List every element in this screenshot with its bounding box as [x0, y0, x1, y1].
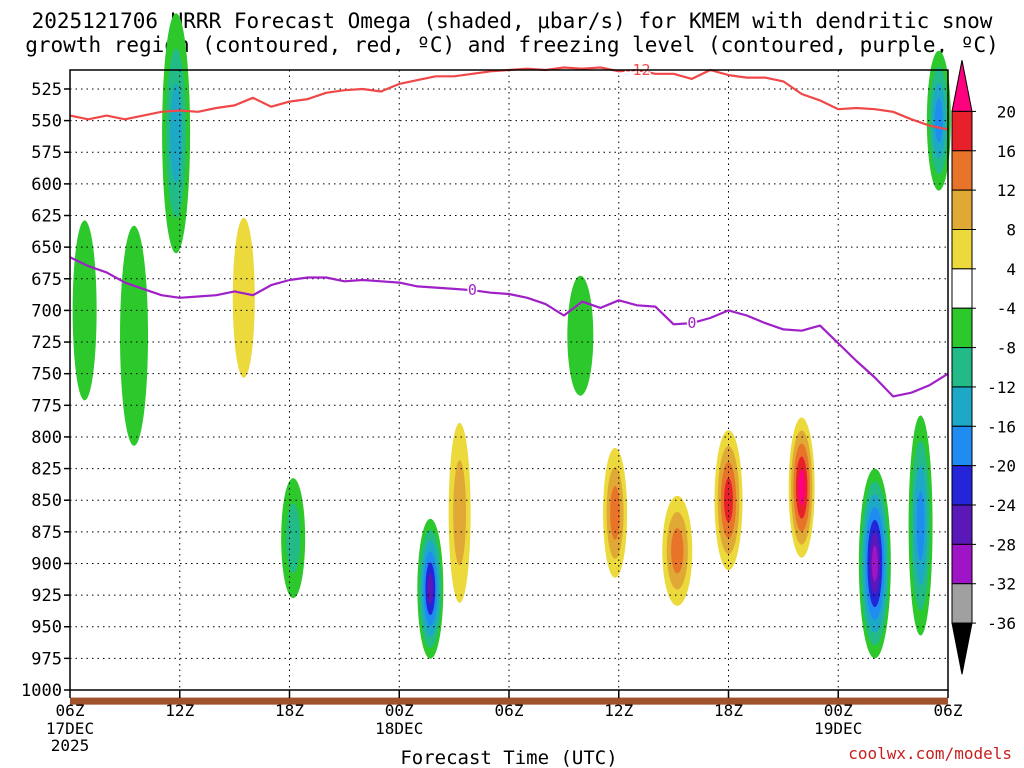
x-axis-title: Forecast Time (UTC) — [400, 747, 617, 768]
y-tick-label-7: 700 — [31, 301, 62, 321]
colorbar-label-1: 16 — [997, 142, 1016, 161]
colorbar-swatch-1 — [951, 110, 973, 152]
omega-region-0-level-0 — [72, 220, 97, 401]
colorbar-label-4: 4 — [1006, 260, 1016, 279]
x-tick-label-6: 18Z — [714, 701, 743, 720]
omega-region-5-level-5 — [427, 573, 434, 605]
axes: 525 550 575 600 625 650 675 700 725 750 775 800 825 8… — [21, 69, 963, 768]
colorbar: 20 16 12 8 4 -4 -8 -12 -16 -20 -24 -28 -32 -36 — [951, 60, 1016, 675]
x-tick-label-3: 00Z — [385, 701, 414, 720]
x-tick-sublabel-7-0: 19DEC — [814, 719, 862, 738]
y-tick-label-6: 675 — [31, 270, 62, 290]
x-tick-label-5: 12Z — [604, 701, 633, 720]
terrain-bar — [70, 697, 948, 705]
omega-region-3-level-0 — [232, 217, 255, 378]
omega-region-12-level-6 — [871, 545, 878, 582]
y-tick-label-14: 875 — [31, 523, 62, 543]
x-tick-label-7: 00Z — [824, 701, 853, 720]
x-tick-sublabel-0-1: 2025 — [51, 736, 90, 755]
site-credit: coolwx.com/models — [848, 744, 1012, 763]
colorbar-swatch-10 — [951, 465, 973, 506]
omega-region-7-level-0 — [567, 275, 594, 396]
colorbar-label-13: -36 — [987, 614, 1016, 633]
omega-region-1-level-0 — [120, 225, 149, 446]
colorbar-swatch-2 — [951, 150, 973, 191]
x-tick-sublabel-0-0: 17DEC — [46, 719, 94, 738]
chart-title-line-1: 2025121706 HRRR Forecast Omega (shaded, … — [31, 9, 993, 33]
y-tick-label-12: 825 — [31, 460, 62, 480]
freezing-level-label-1: 0 — [468, 281, 477, 299]
x-tick-label-1: 12Z — [165, 701, 194, 720]
colorbar-top-arrow — [951, 60, 973, 112]
y-tick-label-2: 575 — [31, 143, 62, 163]
colorbar-label-3: 8 — [1006, 221, 1016, 240]
x-tick-label-2: 18Z — [275, 701, 304, 720]
omega-region-2-level-2 — [170, 83, 182, 183]
colorbar-swatch-5 — [951, 268, 973, 309]
colorbar-label-11: -28 — [987, 535, 1016, 554]
y-tick-label-13: 850 — [31, 491, 62, 511]
colorbar-label-6: -8 — [997, 339, 1016, 358]
y-tick-label-15: 900 — [31, 554, 62, 574]
colorbar-swatch-4 — [951, 229, 973, 270]
y-tick-label-19: 1000 — [21, 681, 62, 701]
colorbar-label-2: 12 — [997, 181, 1016, 200]
x-tick-label-4: 06Z — [495, 701, 524, 720]
x-tick-label-8: 06Z — [934, 701, 963, 720]
x-tick-sublabel-3-0: 18DEC — [375, 719, 423, 738]
colorbar-label-5: -4 — [997, 299, 1016, 318]
y-tick-label-16: 925 — [31, 586, 62, 606]
omega-region-11-level-4 — [798, 469, 806, 506]
colorbar-label-9: -20 — [987, 457, 1016, 476]
omega-region-13-level-3 — [916, 490, 925, 561]
plot-frame — [69, 69, 949, 691]
y-tick-label-17: 950 — [31, 618, 62, 638]
omega-region-8-level-2 — [610, 486, 621, 540]
colorbar-label-8: -16 — [987, 417, 1016, 436]
colorbar-swatch-8 — [951, 386, 973, 427]
colorbar-swatch-7 — [951, 347, 973, 388]
y-tick-label-10: 775 — [31, 396, 62, 416]
gridlines — [70, 70, 948, 691]
colorbar-label-0: 20 — [997, 102, 1016, 121]
omega-region-14-level-3 — [935, 98, 943, 143]
x-tick-label-0: 06Z — [56, 701, 85, 720]
omega-shaded-field — [72, 13, 951, 659]
colorbar-swatch-9 — [951, 425, 973, 467]
y-tick-label-9: 750 — [31, 365, 62, 385]
y-tick-label-3: 600 — [31, 175, 62, 195]
y-tick-label-18: 975 — [31, 649, 62, 669]
freezing-level-label-2: 0 — [687, 314, 696, 332]
y-tick-label-0: 525 — [31, 80, 62, 100]
colorbar-swatch-11 — [951, 504, 973, 545]
y-tick-label-1: 550 — [31, 112, 62, 132]
y-tick-label-8: 725 — [31, 333, 62, 353]
colorbar-swatch-13 — [951, 583, 973, 624]
omega-region-6-level-1 — [453, 460, 467, 566]
colorbar-label-10: -24 — [987, 496, 1016, 515]
omega-region-9-level-2 — [671, 528, 684, 574]
colorbar-label-12: -32 — [987, 575, 1016, 594]
terrain-bar-fill — [70, 697, 948, 705]
freezing-level-line — [69, 256, 949, 398]
colorbar-swatch-6 — [951, 307, 973, 349]
omega-region-4-level-1 — [286, 503, 301, 574]
colorbar-swatch-3 — [951, 189, 973, 230]
colorbar-bottom-arrow — [951, 622, 973, 675]
y-tick-label-11: 800 — [31, 428, 62, 448]
y-tick-label-4: 625 — [31, 207, 62, 227]
colorbar-swatch-12 — [951, 543, 973, 585]
y-tick-label-5: 650 — [31, 238, 62, 258]
colorbar-label-7: -12 — [987, 378, 1016, 397]
